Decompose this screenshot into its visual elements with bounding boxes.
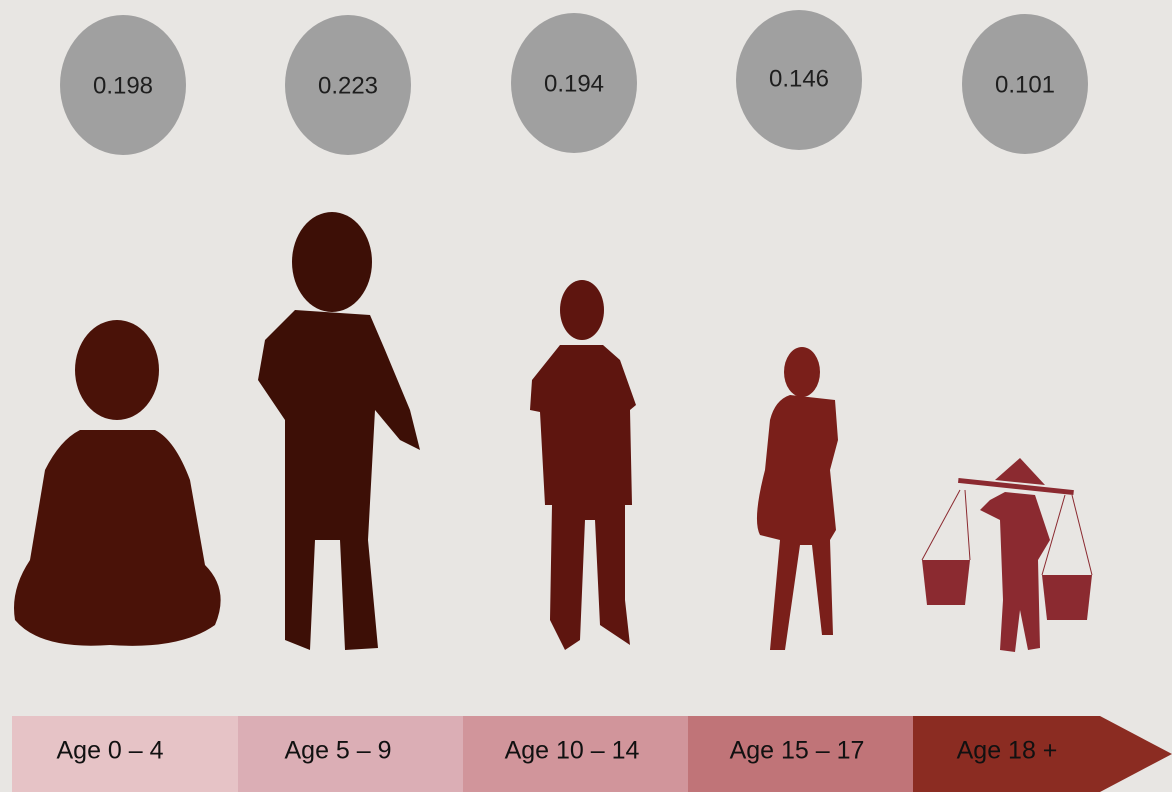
value-label: 0.146 [769,65,829,92]
age-label: Age 10 – 14 [505,737,640,765]
age-label: Age 18 + [957,737,1058,765]
value-label: 0.101 [995,71,1055,98]
age-label: Age 15 – 17 [730,737,865,765]
page: {"groups": [ {"value": 0.198, "label": "… [0,0,1172,792]
value-label: 0.223 [318,72,378,99]
age-label: Age 5 – 9 [284,737,391,765]
infographic: 0.198 0.223 0.194 0.146 0.101 [0,0,1172,792]
age-band: Age 0 – 4 Age 5 – 9 Age 10 – 14 Age 15 –… [12,716,1172,792]
value-label: 0.194 [544,70,604,97]
age-label: Age 0 – 4 [56,737,163,765]
value-label: 0.198 [93,72,153,99]
